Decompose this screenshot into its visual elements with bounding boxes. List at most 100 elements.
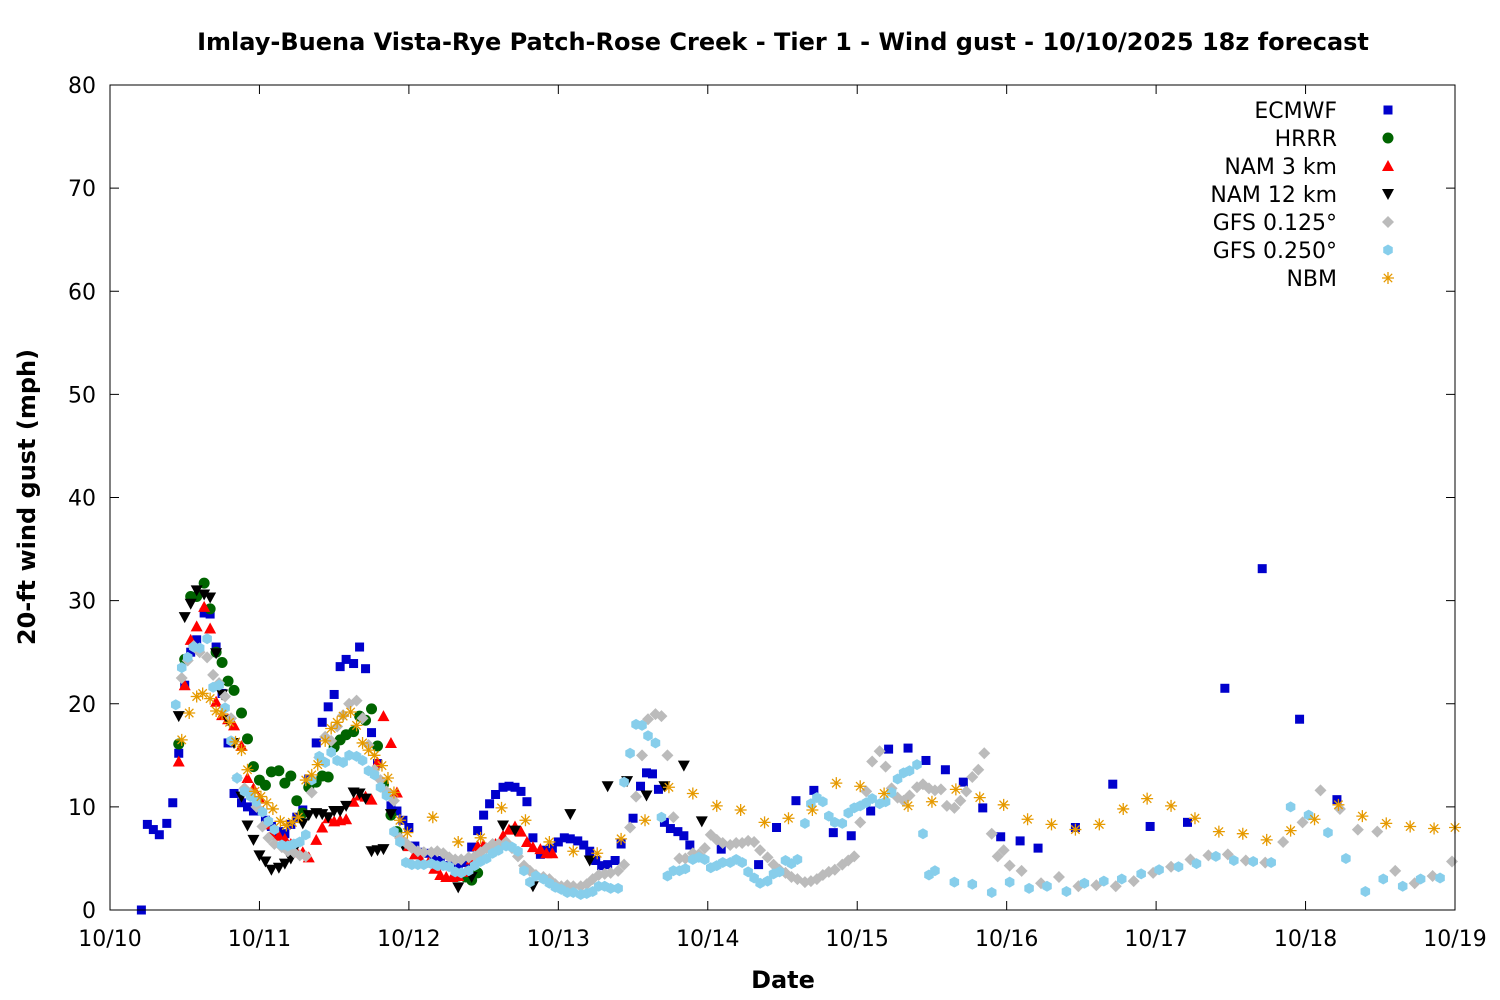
data-point-ecmwf: [174, 748, 184, 758]
data-point-nbm: [274, 815, 287, 828]
data-point-nam-12-km: [508, 825, 521, 837]
data-point-ecmwf: [329, 689, 339, 699]
legend-marker: [1382, 189, 1394, 200]
legend-marker: [1382, 160, 1394, 171]
data-point-nbm: [1165, 799, 1178, 812]
data-point-nbm: [286, 816, 299, 829]
data-point-ecmwf: [242, 802, 252, 812]
data-point-nam-12-km: [340, 800, 353, 812]
data-point-ecmwf: [642, 768, 652, 778]
data-point-nam-12-km: [184, 598, 197, 610]
data-point-ecmwf: [510, 782, 520, 792]
data-point-gfs-0-250: [837, 817, 848, 829]
data-point-nbm: [241, 763, 254, 776]
data-point-gfs-0-250: [232, 772, 242, 784]
data-point-ecmwf: [978, 803, 988, 813]
data-point-nam-12-km: [265, 864, 278, 876]
data-point-nbm: [368, 749, 381, 762]
data-point-gfs-0-250: [1323, 827, 1333, 839]
data-point-nbm: [254, 790, 267, 803]
data-point-ecmwf: [679, 831, 689, 841]
data-point-nbm: [344, 706, 357, 718]
data-point-ecmwf: [479, 810, 489, 820]
data-point-ecmwf: [355, 642, 365, 652]
x-tick-label: 10/10: [78, 927, 141, 952]
data-point-nbm: [401, 826, 414, 839]
data-point-ecmwf: [335, 662, 345, 672]
data-point-hrrr: [285, 770, 297, 782]
data-point-ecmwf: [435, 856, 445, 865]
data-point-gfs-0-250: [1248, 856, 1259, 868]
data-point-ecmwf: [591, 856, 601, 865]
data-point-ecmwf: [473, 826, 483, 836]
y-tick-label: 70: [68, 177, 96, 202]
data-point-gfs-0-250: [800, 817, 810, 829]
data-point-ecmwf: [498, 782, 508, 792]
data-point-nam-12-km: [316, 809, 329, 821]
data-point-nbm: [902, 799, 915, 812]
data-point-gfs-0-125: [262, 831, 275, 844]
legend-label: NBM: [1286, 267, 1337, 292]
data-point-nbm: [997, 798, 1010, 811]
data-point-nam-3-km: [272, 829, 285, 841]
data-point-nbm: [325, 722, 338, 735]
data-point-ecmwf: [349, 659, 359, 669]
data-point-gfs-0-125: [219, 690, 232, 703]
data-point-gfs-0-250: [904, 765, 915, 777]
data-point-gfs-0-250: [818, 796, 828, 808]
data-point-nbm: [375, 759, 388, 772]
data-point-gfs-0-250: [912, 759, 922, 771]
data-point-gfs-0-125: [997, 844, 1010, 857]
data-point-nam-12-km: [253, 850, 266, 862]
data-point-gfs-0-125: [761, 851, 774, 864]
data-point-nbm: [196, 687, 209, 700]
x-tick-label: 10/12: [377, 927, 440, 952]
data-point-nbm: [782, 812, 795, 825]
data-point-nam-12-km: [259, 856, 272, 868]
data-point-gfs-0-250: [949, 876, 960, 888]
data-point-nbm: [235, 744, 248, 757]
data-point-ecmwf: [659, 817, 669, 827]
data-point-gfs-0-250: [930, 865, 940, 877]
data-point-gfs-0-125: [661, 749, 674, 762]
data-point-nbm: [973, 791, 986, 804]
data-point-nbm: [248, 785, 261, 798]
data-point-nbm: [350, 719, 363, 732]
data-point-ecmwf: [1257, 564, 1267, 574]
data-point-nbm: [806, 803, 819, 816]
data-point-ecmwf: [199, 608, 209, 618]
data-point-nam-12-km: [452, 882, 465, 894]
data-point-ecmwf: [958, 777, 968, 787]
data-point-gfs-0-250: [257, 806, 268, 818]
data-point-nbm: [1093, 818, 1106, 831]
data-point-nam-3-km: [210, 695, 223, 707]
series-nbm: [175, 687, 1461, 860]
data-point-nam-12-km: [322, 812, 335, 824]
data-point-nbm: [758, 816, 771, 829]
data-point-nam-12-km: [353, 788, 366, 800]
data-point-gfs-0-125: [828, 863, 841, 876]
data-point-gfs-0-250: [519, 865, 529, 877]
data-point-nam-3-km: [310, 833, 323, 845]
data-point-nbm: [474, 831, 487, 844]
data-point-gfs-0-125: [754, 844, 767, 857]
data-point-ecmwf: [186, 647, 196, 657]
plot-marks: [136, 564, 1461, 915]
data-point-nbm: [175, 733, 188, 746]
data-point-nam-12-km: [497, 820, 510, 832]
data-point-ecmwf: [565, 834, 575, 844]
data-point-ecmwf: [162, 818, 172, 828]
data-point-gfs-0-125: [356, 712, 369, 725]
data-point-hrrr: [322, 771, 334, 783]
data-point-gfs-0-250: [395, 836, 405, 848]
data-point-nam-12-km: [302, 810, 315, 822]
data-point-nam-3-km: [316, 821, 329, 833]
data-point-nbm: [319, 734, 332, 747]
data-point-gfs-0-250: [1099, 875, 1109, 887]
y-tick-label: 20: [68, 693, 96, 718]
data-point-nbm: [854, 780, 867, 793]
data-point-ecmwf: [828, 828, 838, 838]
data-point-ecmwf: [237, 798, 247, 808]
data-point-gfs-0-250: [637, 719, 647, 731]
